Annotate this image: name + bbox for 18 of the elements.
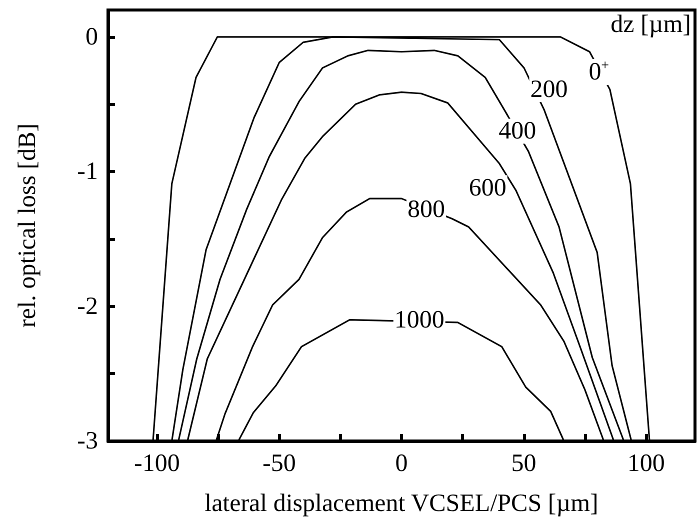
y-tick-label: -1 — [77, 158, 98, 186]
annotation: 1000 — [394, 306, 444, 334]
legend-title: dz [µm] — [610, 11, 692, 38]
annotation: 400 — [498, 118, 536, 145]
annotation: 0+ — [588, 58, 610, 86]
x-tick-label: 100 — [627, 450, 665, 477]
y-axis-title: rel. optical loss [dB] — [14, 123, 41, 328]
x-tick-label: 0 — [395, 450, 408, 477]
x-tick-label: -100 — [134, 450, 180, 477]
x-tick-label: 50 — [511, 450, 536, 477]
annotation: 800 — [407, 196, 445, 223]
x-axis-title: lateral displacement VCSEL/PCS [µm] — [204, 490, 598, 517]
y-tick-label: -3 — [77, 428, 98, 454]
annotation: 600 — [468, 174, 506, 202]
annotation: 200 — [530, 76, 568, 103]
y-tick-label: 0 — [86, 23, 98, 50]
x-tick-label: -50 — [262, 450, 296, 477]
y-tick-label: -2 — [77, 292, 98, 320]
